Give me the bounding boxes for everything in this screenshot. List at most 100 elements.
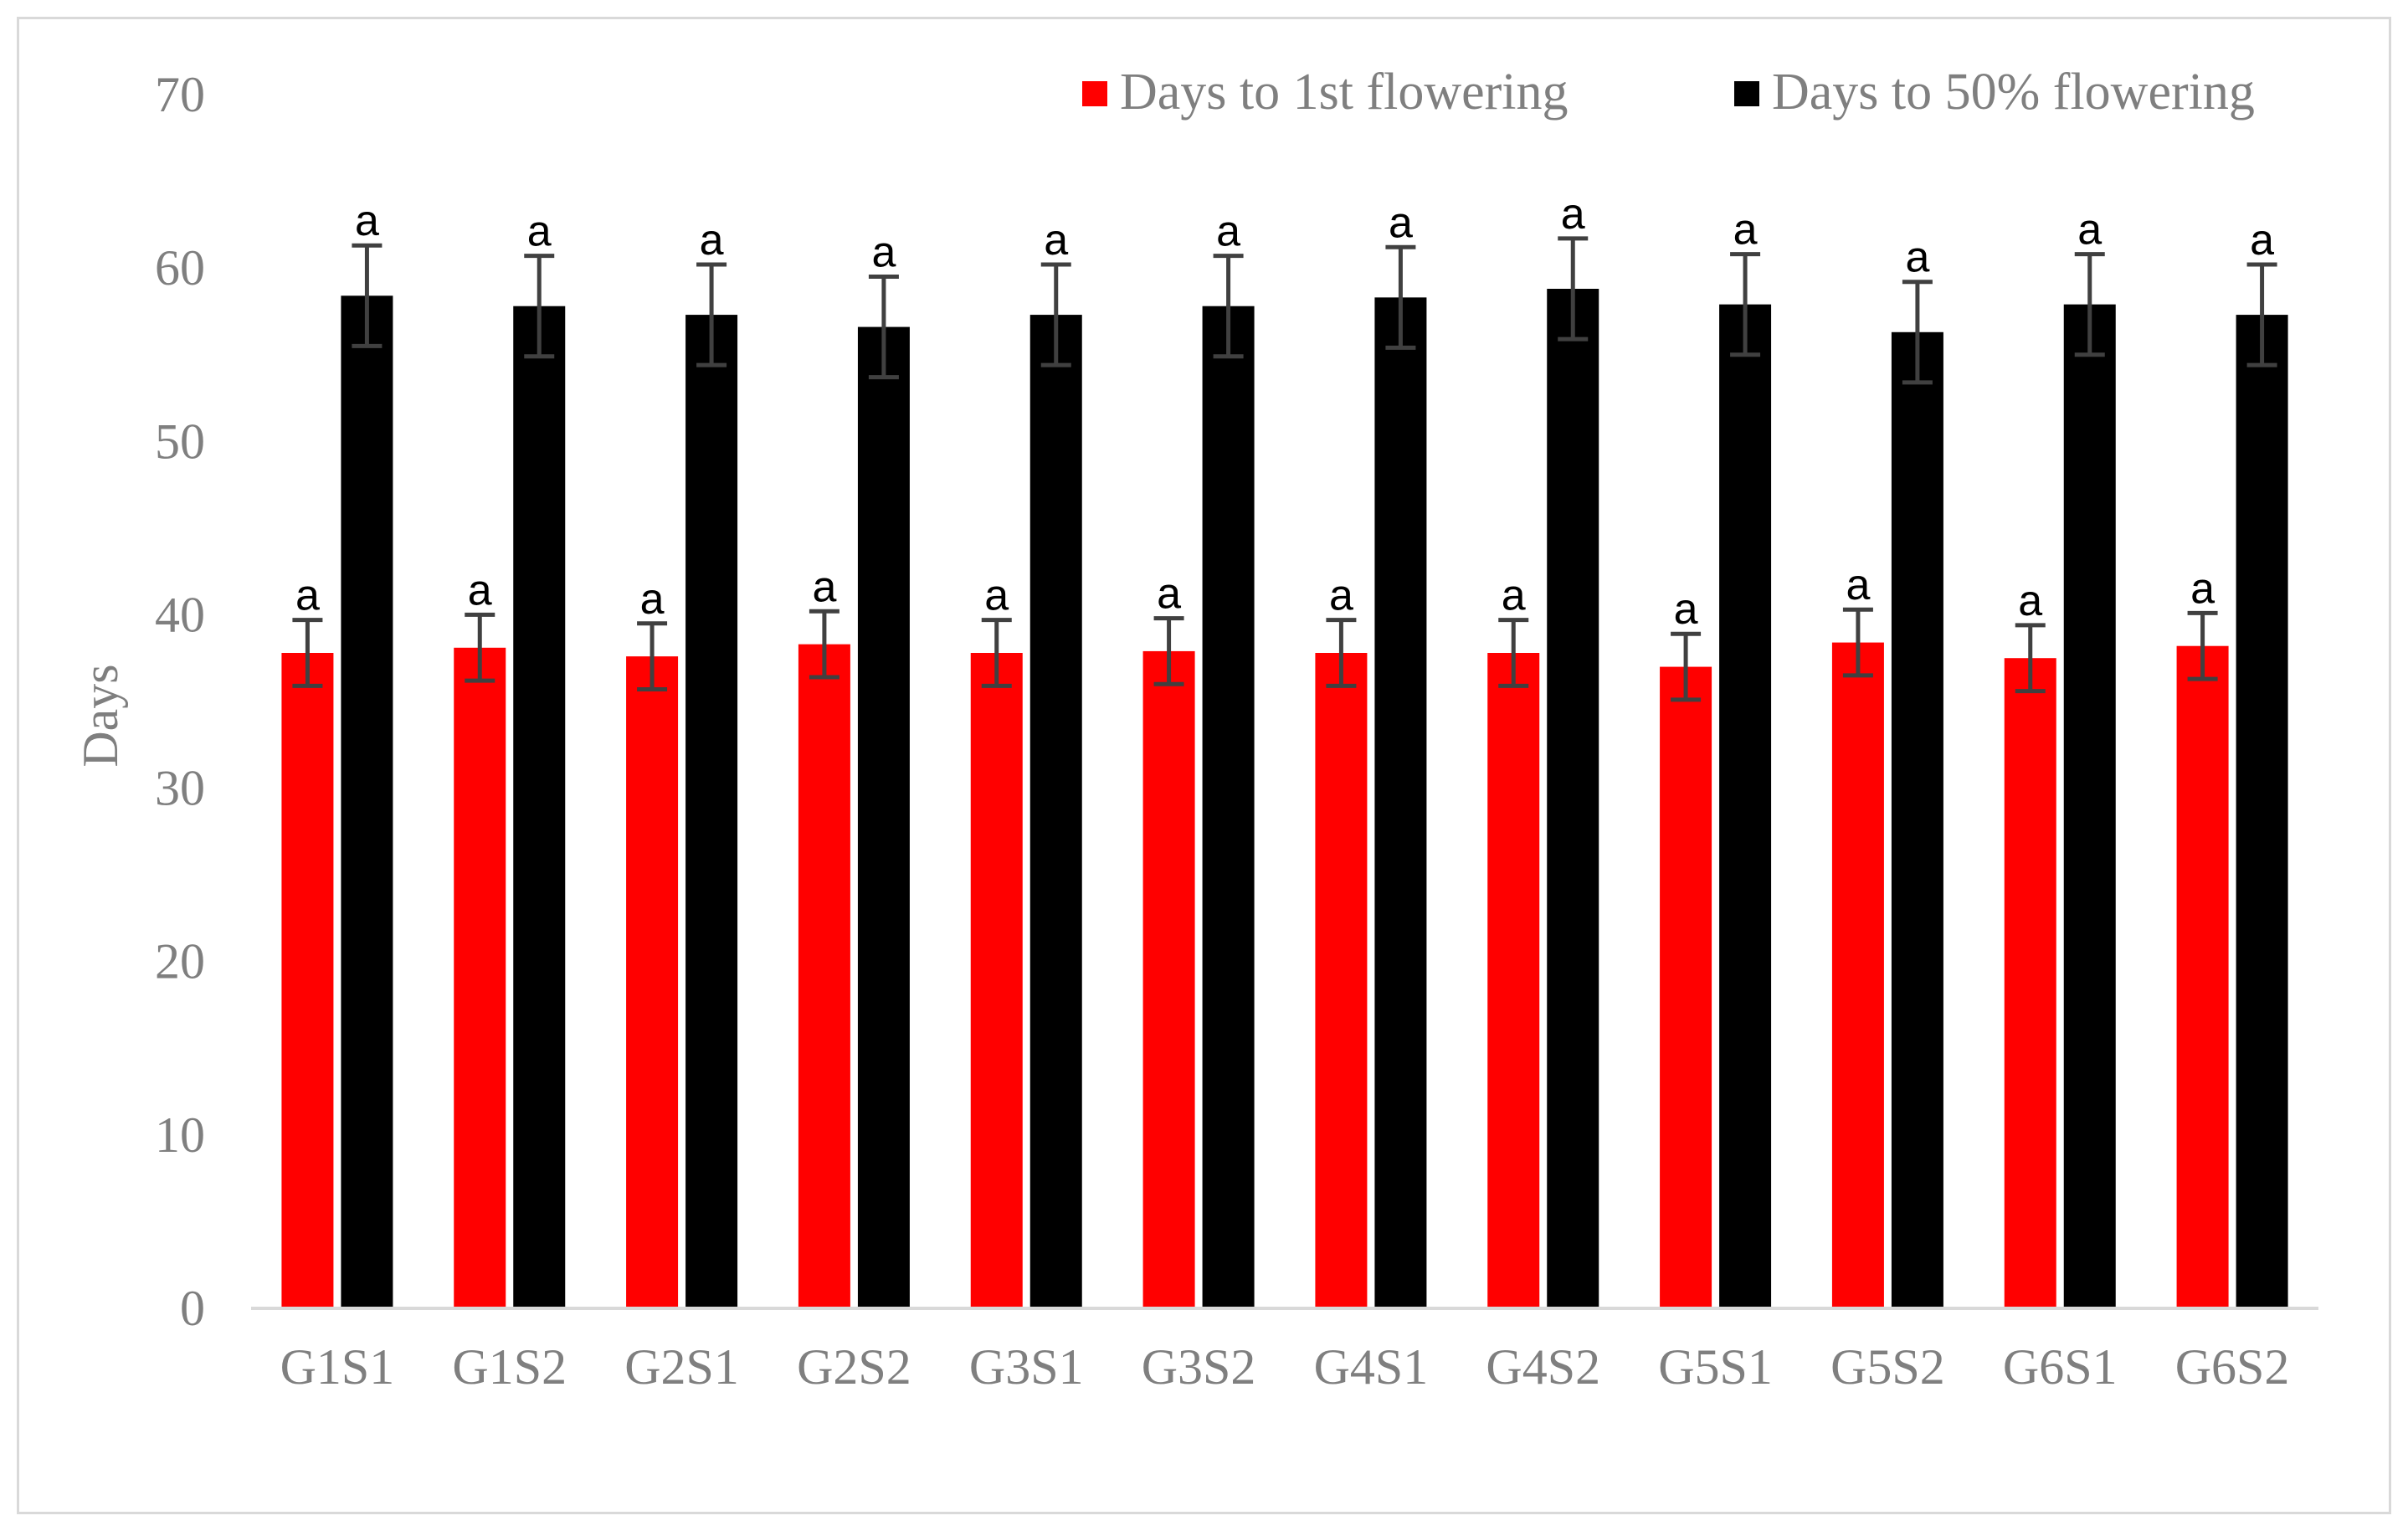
x-tick-label: G2S1 (624, 1339, 739, 1395)
bar-days-to-1st-flowering (626, 656, 679, 1308)
x-tick-label: G3S2 (1142, 1339, 1256, 1395)
bar-days-to-50pct-flowering (857, 326, 910, 1309)
significance-label: a (871, 229, 896, 277)
y-tick-label: 10 (155, 1107, 205, 1163)
x-axis-ticks: G1S1 G1S2 G2S1 G2S2 G3S1 G3S2 G4S1 G4S2 G5S1 G5S2… (280, 1339, 2290, 1395)
bar-days-to-1st-flowering (1487, 653, 1540, 1308)
legend-label: Days to 1st flowering (1120, 64, 1569, 121)
y-tick-label: 50 (155, 414, 205, 469)
significance-label: a (984, 572, 1009, 620)
x-tick-label: G6S2 (2175, 1339, 2290, 1395)
y-axis-label-group: Days (73, 664, 128, 767)
significance-label: a (812, 563, 836, 611)
x-tick-label: G6S1 (2003, 1339, 2118, 1395)
significance-label: a (1674, 585, 1698, 634)
bar-days-to-1st-flowering (970, 653, 1023, 1308)
y-axis-label: Days (73, 664, 128, 767)
y-axis-ticks: 0 10 20 30 40 50 60 70 (155, 67, 205, 1336)
error-bar (809, 609, 839, 680)
error-bar (2246, 262, 2277, 367)
error-bar (1040, 262, 1071, 367)
bar-days-to-1st-flowering (1315, 653, 1368, 1308)
error-bar (2074, 252, 2105, 357)
x-tick-label: G1S1 (280, 1339, 395, 1395)
legend: Days to 1st flowering Days to 50% floweri… (1082, 64, 2255, 121)
significance-label: a (2018, 577, 2042, 625)
bar-days-to-1st-flowering (798, 644, 850, 1308)
error-bar (1498, 618, 1529, 688)
legend-swatch (1734, 81, 1759, 106)
error-bar (1842, 607, 1873, 678)
error-bar (1730, 252, 1761, 357)
significance-label: a (1044, 216, 1068, 265)
significance-label: a (640, 575, 665, 624)
bar-days-to-50pct-flowering (1891, 331, 1943, 1309)
significance-label: a (2190, 564, 2215, 613)
error-bars (292, 236, 2277, 702)
x-tick-label: G3S1 (969, 1339, 1084, 1395)
y-tick-label: 30 (155, 761, 205, 816)
bar-days-to-1st-flowering (1142, 650, 1195, 1308)
y-tick-label: 60 (155, 240, 205, 295)
x-tick-label: G5S2 (1830, 1339, 1945, 1395)
bar-days-to-50pct-flowering (2063, 304, 2116, 1309)
bar-days-to-50pct-flowering (685, 315, 738, 1309)
significance-label: a (2077, 206, 2102, 254)
x-tick-label: G4S1 (1314, 1339, 1429, 1395)
bar-days-to-1st-flowering (1660, 666, 1712, 1308)
significance-label: a (527, 208, 552, 256)
x-tick-label: G5S1 (1658, 1339, 1773, 1395)
x-tick-label: G4S2 (1486, 1339, 1600, 1395)
y-tick-label: 0 (180, 1281, 205, 1336)
error-bar (1385, 244, 1416, 350)
bar-days-to-50pct-flowering (341, 295, 393, 1309)
error-bar (2015, 623, 2046, 694)
bar-days-to-50pct-flowering (1029, 315, 1082, 1309)
bar-days-to-1st-flowering (281, 653, 334, 1308)
significance-label: a (1329, 572, 1353, 620)
significance-label: a (1502, 572, 1526, 620)
significance-label: a (468, 566, 492, 614)
error-bar (352, 243, 383, 348)
significance-label: a (700, 216, 724, 265)
error-bar (2187, 610, 2218, 681)
error-bar (292, 618, 323, 688)
error-bar (868, 275, 899, 380)
bar-days-to-1st-flowering (454, 647, 506, 1308)
error-bar (465, 612, 495, 683)
bar-days-to-50pct-flowering (1374, 297, 1427, 1308)
x-tick-label: G1S2 (452, 1339, 567, 1395)
error-bar (1213, 254, 1244, 359)
y-tick-label: 70 (155, 67, 205, 122)
error-bar (696, 262, 727, 367)
significance-label: a (355, 197, 379, 245)
significance-label: a (1216, 208, 1240, 256)
error-bar (524, 254, 555, 359)
significance-labels: a a a a a a a a a a a a a a a a a a a a a a a a (295, 190, 2274, 634)
legend-label: Days to 50% flowering (1772, 64, 2255, 121)
significance-label: a (1905, 234, 1929, 282)
error-bar (637, 621, 668, 691)
error-bar (1671, 631, 1702, 702)
x-tick-label: G2S2 (797, 1339, 911, 1395)
error-bar (1326, 618, 1357, 688)
bar-days-to-50pct-flowering (1719, 304, 1772, 1309)
y-tick-label: 20 (155, 934, 205, 989)
error-bar (1902, 280, 1933, 385)
bar-days-to-50pct-flowering (1202, 306, 1255, 1308)
legend-swatch (1082, 81, 1107, 106)
error-bar (1558, 236, 1589, 342)
significance-label: a (1846, 561, 1870, 609)
significance-label: a (1389, 198, 1413, 247)
significance-label: a (2250, 216, 2274, 265)
error-bar (981, 618, 1012, 688)
significance-label: a (1561, 190, 1585, 239)
bar-days-to-50pct-flowering (2236, 315, 2288, 1309)
bar-days-to-1st-flowering (1831, 642, 1884, 1308)
error-bar (1153, 616, 1184, 686)
bar-days-to-1st-flowering (2004, 658, 2056, 1308)
y-tick-label: 40 (155, 587, 205, 642)
bar-days-to-1st-flowering (2176, 645, 2229, 1308)
significance-label: a (1733, 206, 1758, 254)
